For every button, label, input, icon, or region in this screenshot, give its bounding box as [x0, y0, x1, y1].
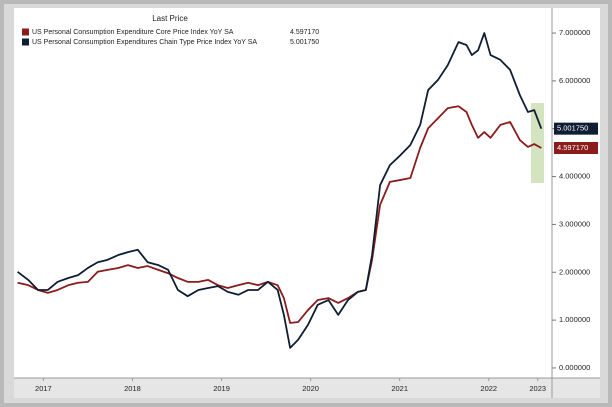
last-price-tag-label: 4.597170 [557, 143, 588, 152]
y-tick-label: 0.000000 [559, 363, 590, 372]
y-tick-label: 7.000000 [559, 28, 590, 37]
series-line [17, 105, 542, 324]
last-price-tag [554, 122, 598, 135]
last-price-tag-label: 5.001750 [557, 124, 588, 133]
legend-swatch [22, 28, 29, 36]
y-tick-label: 2.000000 [559, 267, 590, 276]
y-tick-label: 4.000000 [559, 172, 590, 181]
x-tick-label: 2019 [213, 384, 230, 393]
x-tick-label: 2018 [124, 384, 141, 393]
legend-title: Last Price [152, 14, 188, 23]
highlight-band [531, 103, 544, 183]
legend-label: US Personal Consumption Expenditure Core… [32, 29, 234, 36]
x-tick-label: 2022 [480, 384, 497, 393]
legend-label: US Personal Consumption Expenditures Cha… [32, 39, 257, 46]
series-line [17, 32, 543, 349]
last-price-tag [554, 142, 598, 155]
y-tick-label: 6.000000 [559, 76, 590, 85]
x-tick-label: 2020 [302, 384, 319, 393]
x-axis-band [14, 378, 600, 398]
legend-last-price: 4.597170 [290, 29, 319, 36]
x-tick-label: 2021 [391, 384, 408, 393]
y-tick-label: 1.000000 [559, 315, 590, 324]
legend-swatch [22, 38, 29, 46]
legend-last-price: 5.001750 [290, 39, 319, 46]
x-tick-label: 2023 [529, 384, 546, 393]
y-tick-label: 3.000000 [559, 219, 590, 228]
x-tick-label: 2017 [35, 384, 52, 393]
plot-panel [14, 8, 600, 378]
